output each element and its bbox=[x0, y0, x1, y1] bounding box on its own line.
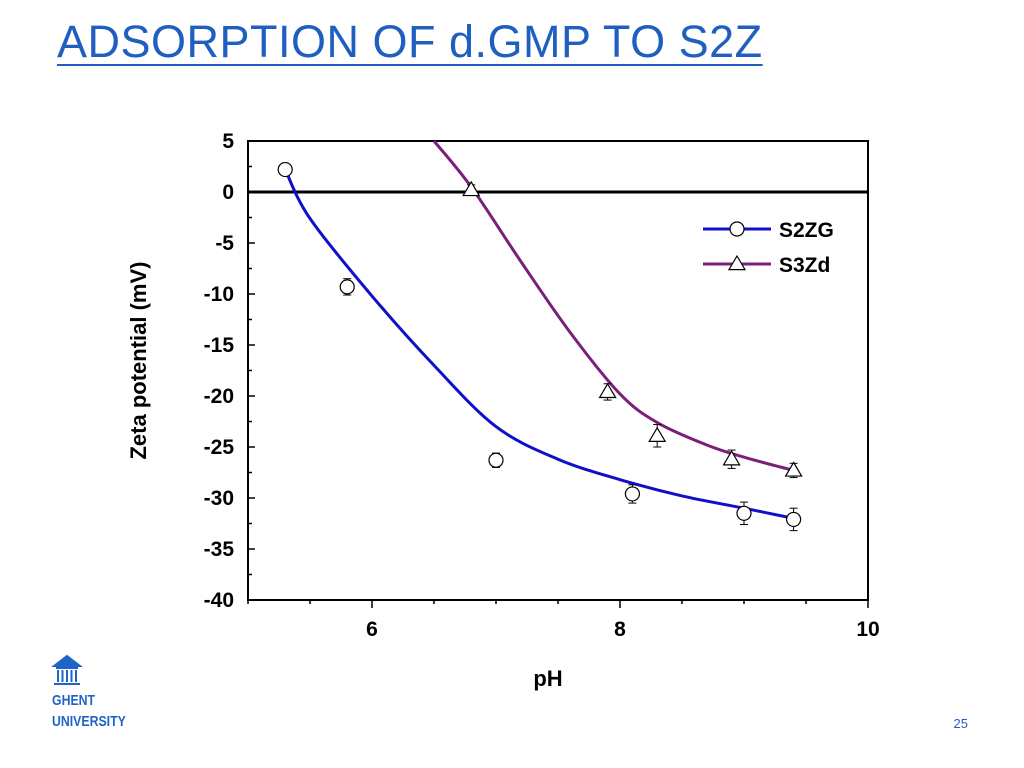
y-tick-label: 0 bbox=[222, 181, 234, 204]
y-tick-label: -35 bbox=[204, 538, 235, 561]
legend-label-s3zd: S3Zd bbox=[779, 254, 830, 277]
data-point-s2zg bbox=[339, 279, 355, 295]
tick-labels: 5 0 -5 -10 -15 -20 -25 -30 -35 -40 6 8 10 bbox=[204, 130, 880, 641]
y-tick-label: -30 bbox=[204, 487, 234, 510]
x-tick-label: 6 bbox=[366, 618, 378, 641]
series-layer bbox=[277, 140, 803, 532]
legend-marker-s2zg bbox=[729, 221, 745, 237]
x-tick-label: 8 bbox=[614, 618, 626, 641]
logo-text-ghent: GHENT bbox=[52, 692, 96, 709]
plot-frame bbox=[247, 140, 869, 601]
series-line-s2zg bbox=[283, 168, 794, 520]
y-tick-label: -5 bbox=[215, 232, 234, 255]
page-number: 25 bbox=[953, 716, 968, 731]
x-tick-label: 10 bbox=[856, 618, 879, 641]
legend-label-s2zg: S2ZG bbox=[779, 219, 834, 242]
data-point-s2zg bbox=[785, 511, 802, 528]
data-point-s3zd bbox=[598, 382, 617, 399]
data-point-s3zd bbox=[722, 450, 741, 466]
y-tick-label: -20 bbox=[204, 385, 234, 408]
data-point-s2zg bbox=[624, 486, 641, 502]
logo-text-university: UNIVERSITY bbox=[52, 713, 126, 730]
series-s2zg bbox=[277, 161, 802, 532]
data-point-s2zg bbox=[488, 452, 504, 468]
data-point-s3zd bbox=[784, 461, 803, 477]
series-line-s3zd bbox=[432, 140, 794, 472]
y-axis-label: Zeta potential (mV) bbox=[126, 261, 151, 459]
legend-marker-s3zd bbox=[727, 254, 747, 271]
data-point-s3zd bbox=[648, 426, 667, 442]
chart-legend: S2ZG S3Zd bbox=[703, 219, 834, 277]
y-tick-label: 5 bbox=[222, 130, 234, 153]
chart-axes bbox=[247, 140, 869, 608]
data-point-s3zd bbox=[462, 180, 481, 197]
y-tick-label: -25 bbox=[204, 436, 235, 459]
slide-title: ADSORPTION OF d.GMP TO S2Z bbox=[57, 16, 763, 67]
y-tick-label: -15 bbox=[204, 334, 235, 357]
data-point-s2zg bbox=[736, 505, 752, 521]
series-s3zd bbox=[432, 140, 803, 479]
university-building-icon bbox=[51, 654, 83, 685]
x-axis-label: pH bbox=[533, 666, 562, 691]
data-point-s2zg bbox=[277, 161, 293, 178]
y-tick-label: -10 bbox=[204, 283, 234, 306]
y-tick-label: -40 bbox=[204, 589, 234, 612]
